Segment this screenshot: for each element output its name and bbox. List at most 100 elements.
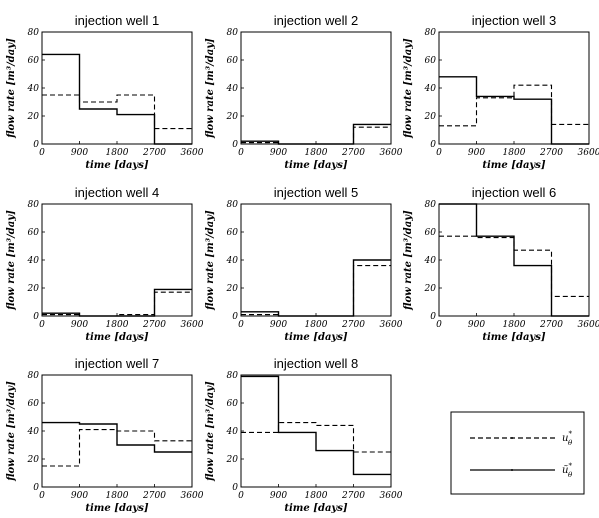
- legend-label: ũ* θ: [562, 462, 573, 479]
- x-axis-label: time [days]: [284, 503, 347, 514]
- x-tick-label: 1800: [503, 148, 526, 158]
- series-solid-line: [42, 53, 192, 145]
- y-tick-label: 80: [425, 28, 437, 38]
- y-tick-label: 20: [27, 455, 40, 465]
- x-tick-label: 1800: [503, 320, 526, 330]
- subplot-title: injection well 7: [75, 356, 160, 371]
- x-axis-label: time [days]: [85, 332, 148, 343]
- x-tick-label: 1800: [305, 148, 328, 158]
- x-tick-label: 2700: [142, 320, 166, 330]
- x-tick-label: 1800: [106, 320, 129, 330]
- subplot-title: injection well 5: [274, 185, 359, 200]
- y-tick-label: 80: [28, 28, 40, 38]
- axes-frame: [41, 203, 193, 317]
- y-axis-label: flow rate [m³/day]: [6, 381, 17, 482]
- y-tick-label: 40: [424, 84, 437, 94]
- x-tick-label: 0: [436, 148, 442, 158]
- x-tick-label: 0: [238, 491, 244, 501]
- subplot-1: 0 900 1800 2700 3600 0 20 40 60 80 injection well …: [6, 13, 204, 171]
- x-tick-label: 0: [238, 320, 244, 330]
- x-axis-label: time [days]: [284, 332, 347, 343]
- y-tick-label: 20: [27, 284, 40, 294]
- y-axis-label: flow rate [m³/day]: [403, 38, 414, 139]
- x-axis-label: time [days]: [284, 160, 347, 171]
- subplot-4: 0 900 1800 2700 3600 0 20 40 60 80 injection well …: [6, 185, 204, 343]
- x-tick-label: 900: [71, 148, 88, 158]
- series-solid-line: [439, 203, 589, 317]
- series-dashed-line: [439, 84, 589, 127]
- legend-label: u* θ: [562, 430, 573, 447]
- y-tick-label: 60: [28, 56, 40, 66]
- y-tick-label: 80: [227, 200, 239, 210]
- y-tick-label: 0: [232, 140, 238, 150]
- series-solid-line: [42, 288, 192, 317]
- series-solid-line: [42, 421, 192, 453]
- x-tick-label: 3600: [181, 320, 204, 330]
- y-tick-label: 40: [226, 84, 239, 94]
- x-tick-label: 900: [270, 320, 287, 330]
- y-tick-label: 40: [424, 256, 437, 266]
- x-tick-label: 900: [270, 148, 287, 158]
- x-tick-label: 0: [39, 148, 45, 158]
- y-tick-label: 40: [226, 427, 239, 437]
- x-tick-label: 2700: [341, 148, 365, 158]
- x-tick-label: 1800: [305, 320, 328, 330]
- x-tick-label: 2700: [341, 491, 365, 501]
- subplot-3: 0 900 1800 2700 3600 0 20 40 60 80 injection well …: [403, 13, 599, 171]
- y-tick-label: 20: [226, 112, 239, 122]
- y-tick-label: 60: [28, 228, 40, 238]
- y-tick-label: 40: [27, 256, 40, 266]
- series-solid-line: [241, 375, 391, 476]
- x-tick-label: 2700: [142, 491, 166, 501]
- y-tick-label: 20: [226, 284, 239, 294]
- x-tick-label: 2700: [539, 320, 563, 330]
- y-tick-label: 60: [227, 399, 239, 409]
- x-tick-label: 0: [39, 491, 45, 501]
- y-tick-label: 60: [227, 228, 239, 238]
- x-tick-label: 3600: [380, 320, 403, 330]
- y-tick-label: 0: [232, 312, 238, 322]
- x-tick-label: 900: [270, 491, 287, 501]
- y-tick-label: 40: [27, 84, 40, 94]
- y-tick-label: 40: [27, 427, 40, 437]
- subplot-title: injection well 2: [274, 13, 359, 28]
- x-tick-label: 3600: [380, 148, 403, 158]
- y-tick-label: 80: [227, 371, 239, 381]
- y-tick-label: 40: [226, 256, 239, 266]
- subplot-title: injection well 6: [472, 185, 557, 200]
- y-axis-label: flow rate [m³/day]: [6, 210, 17, 311]
- y-tick-label: 0: [33, 312, 39, 322]
- y-tick-label: 0: [33, 483, 39, 493]
- y-tick-label: 60: [425, 228, 437, 238]
- y-tick-label: 20: [424, 284, 437, 294]
- subplot-title: injection well 8: [274, 356, 359, 371]
- x-tick-label: 900: [71, 491, 88, 501]
- subplot-8: 0 900 1800 2700 3600 0 20 40 60 80 injection well …: [205, 356, 403, 514]
- series-solid-line: [439, 76, 589, 145]
- x-tick-label: 2700: [341, 320, 365, 330]
- subplot-title: injection well 4: [75, 185, 160, 200]
- y-axis-label: flow rate [m³/day]: [205, 210, 216, 311]
- y-tick-label: 0: [232, 483, 238, 493]
- y-tick-label: 80: [425, 200, 437, 210]
- x-tick-label: 3600: [578, 148, 599, 158]
- x-tick-label: 0: [238, 148, 244, 158]
- subplot-6: 0 900 1800 2700 3600 0 20 40 60 80 injection well …: [403, 185, 599, 343]
- y-tick-label: 20: [226, 455, 239, 465]
- subplot-title: injection well 1: [75, 13, 160, 28]
- x-tick-label: 900: [468, 148, 485, 158]
- x-tick-label: 1800: [305, 491, 328, 501]
- legend-marker: [511, 469, 513, 471]
- y-tick-label: 80: [227, 28, 239, 38]
- y-tick-label: 0: [430, 140, 436, 150]
- subplot-7: 0 900 1800 2700 3600 0 20 40 60 80 injection well …: [6, 356, 204, 514]
- x-tick-label: 1800: [106, 491, 129, 501]
- x-axis-label: time [days]: [85, 503, 148, 514]
- x-tick-label: 3600: [380, 491, 403, 501]
- x-tick-label: 900: [468, 320, 485, 330]
- y-tick-label: 20: [27, 112, 40, 122]
- y-tick-label: 80: [28, 371, 40, 381]
- y-tick-label: 60: [227, 56, 239, 66]
- y-tick-label: 60: [28, 399, 40, 409]
